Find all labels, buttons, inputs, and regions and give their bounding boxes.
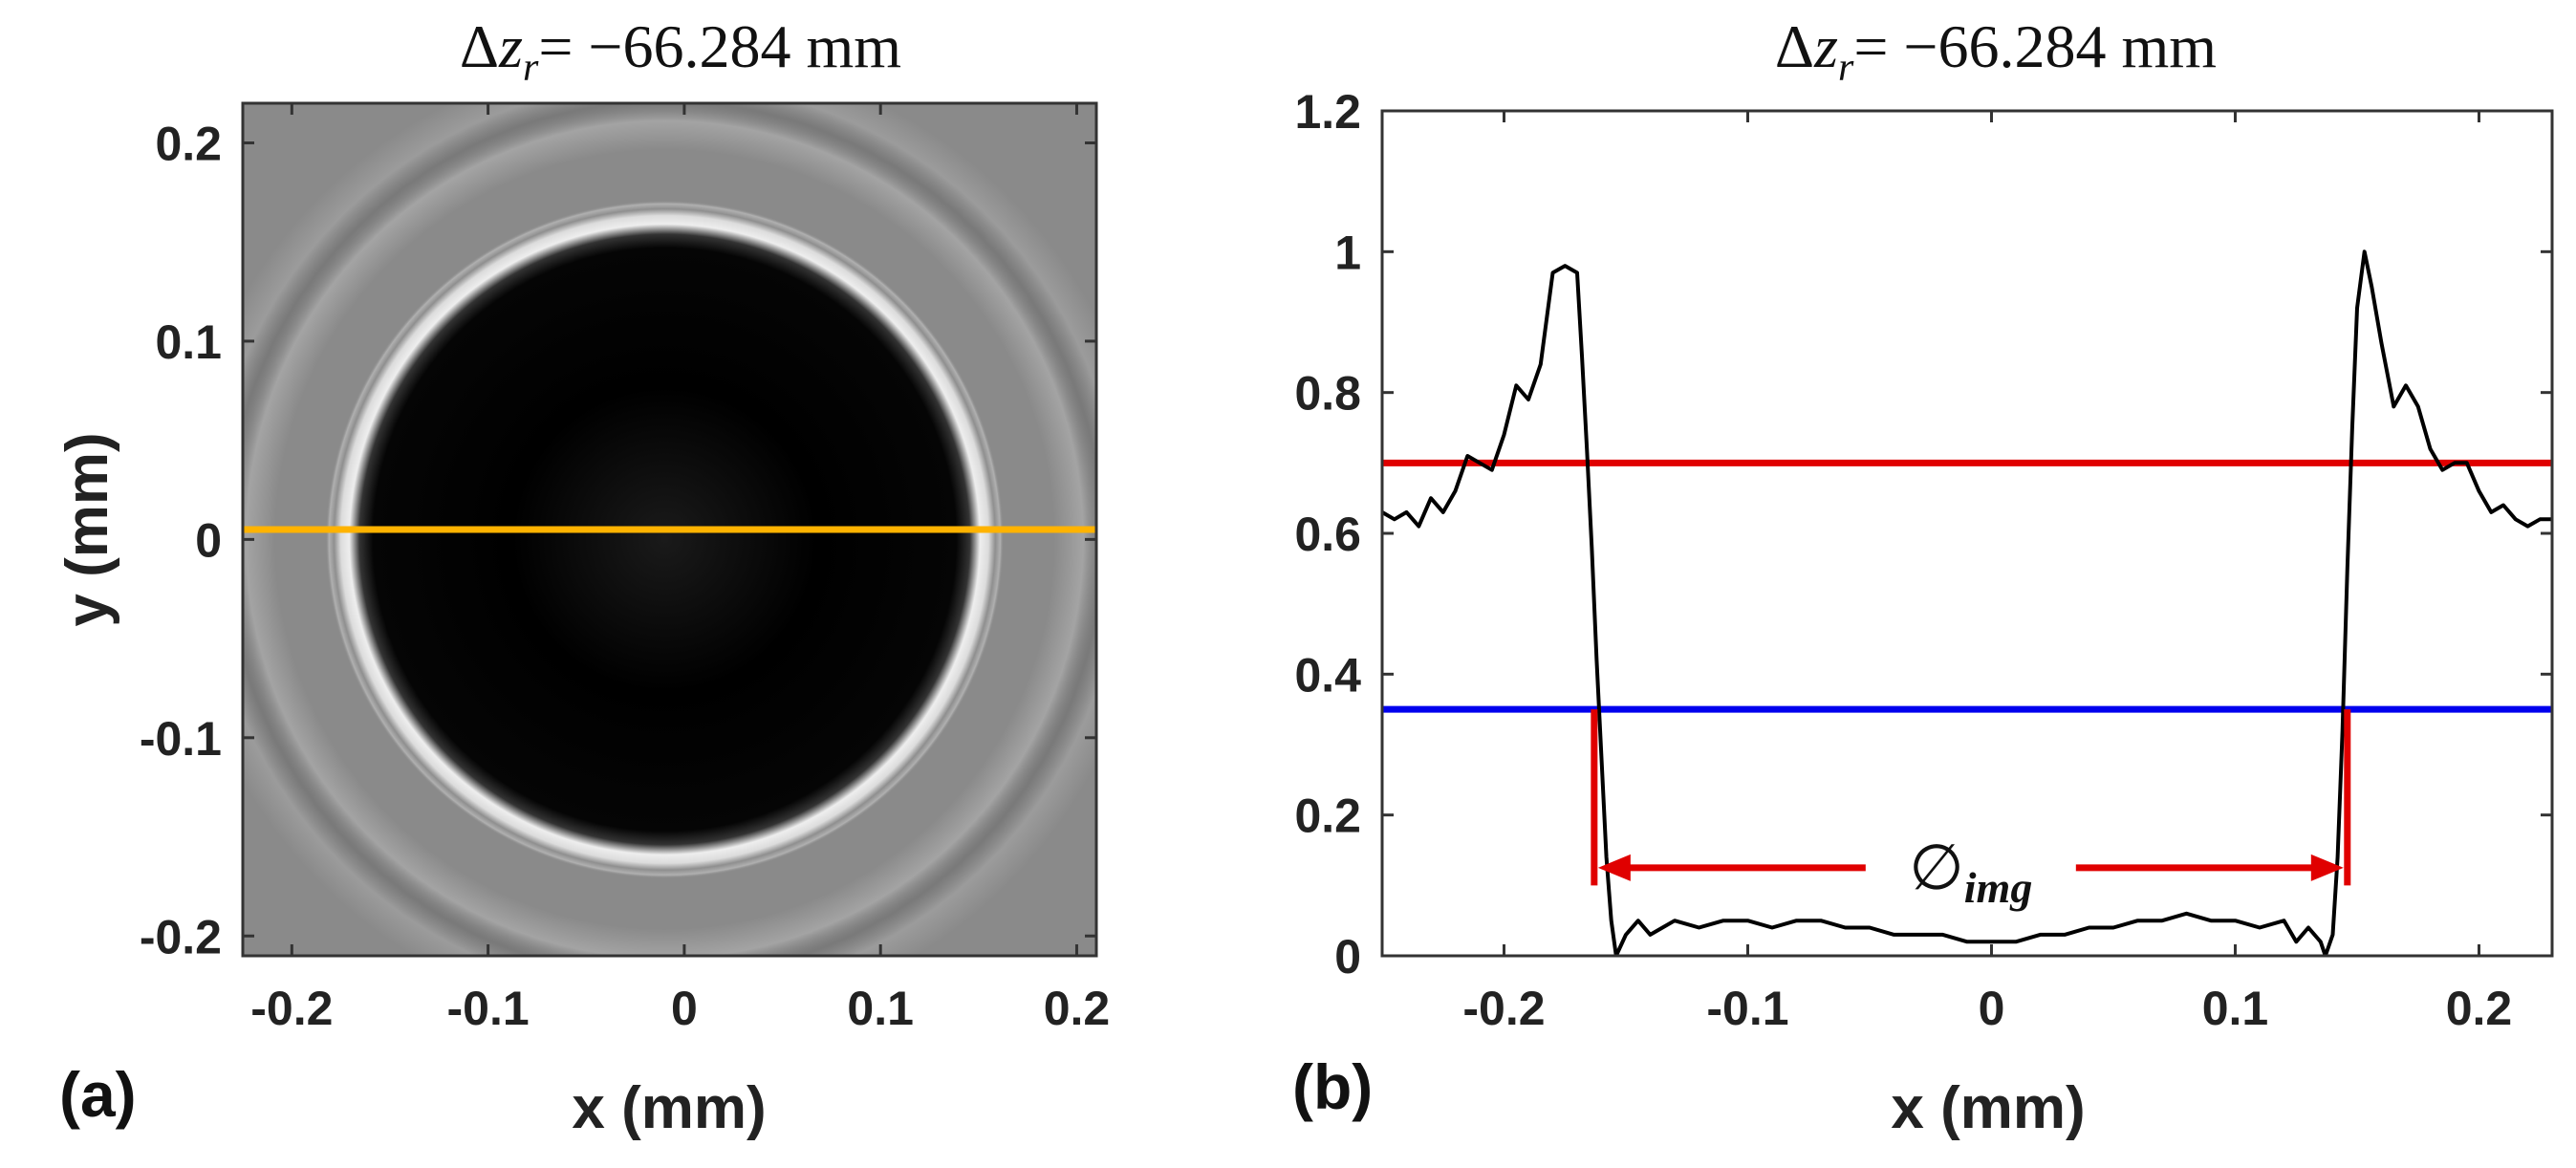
x-tick-label: -0.1 [447,982,530,1035]
x-tick-label: 0.2 [1044,982,1111,1035]
x-tick-label: -0.2 [250,982,333,1035]
y-tick-label: -0.2 [140,910,222,963]
title-delta: Δ [1775,12,1814,80]
diameter-symbol: ∅ [1909,833,1964,903]
panel-b-plot-content [1382,249,2552,956]
diameter-marker [1591,709,2351,886]
title-delta: Δ [460,12,499,80]
y-tick-label: 0.4 [1294,648,1361,702]
y-tick-label: 0.2 [155,117,222,170]
y-tick-label: 0 [195,513,222,567]
x-tick-label: -0.2 [1462,982,1545,1035]
panel-a-y-label: y (mm) [54,432,120,626]
title-value: = −66.284 mm [538,12,901,80]
x-tick-label: 0.1 [847,982,914,1035]
title-variable: z [1813,12,1838,80]
profile-series-line [1382,249,2552,956]
y-tick-label: 0.6 [1294,508,1361,561]
panel-a: Δzr= −66.284 mm -0.2 -0.1 0 0.1 0.2 0.20.10-… [54,12,1110,1141]
diameter-label: ∅img [1909,833,2032,912]
y-tick-label: 0 [1334,930,1361,984]
diameter-arrowhead-left [1597,854,1631,881]
panel-a-y-ticks: 0.2 0.1 0 -0.1 -0.2 [140,117,1096,963]
panel-b-x-ticks: -0.2 -0.1 0 0.1 0.2 [1462,111,2512,1035]
title-subscript: r [1838,46,1854,90]
x-tick-label: 0 [1979,982,2005,1035]
panel-a-x-ticks: -0.2 -0.1 0 0.1 0.2 [250,103,1110,1035]
diameter-subscript: img [1964,863,2033,912]
panel-b-label: (b) [1292,1051,1373,1122]
y-tick-label: 0.2 [1294,789,1361,843]
panel-b-x-label: x (mm) [1891,1075,2085,1141]
x-tick-label: -0.1 [1706,982,1788,1035]
y-tick-label: -0.1 [140,712,222,766]
y-tick-label: 0.1 [155,315,222,369]
panel-a-x-label: x (mm) [572,1075,766,1141]
x-tick-label: 0.1 [2202,982,2269,1035]
panel-b: Δzr= −66.284 mm ∅img -0.2 -0.1 0 0.1 0.2 0 0.… [1292,12,2554,1141]
panel-a-axes-box [241,101,1098,958]
title-value: = −66.284 mm [1853,12,2217,80]
title-subscript: r [523,46,539,90]
panel-a-label: (a) [59,1059,137,1130]
panel-a-image [243,103,1096,956]
y-tick-label: 1 [1334,226,1361,279]
panel-b-y-ticks: 0 0.2 0.4 0.6 0.8 1 1.2 [1294,85,2552,984]
title-variable: z [498,12,523,80]
y-tick-label: 0.8 [1294,367,1361,421]
y-tick-label: 1.2 [1294,85,1361,139]
diameter-arrowhead-right [2310,854,2344,881]
dark-disk [325,200,1005,879]
panel-b-title: Δzr= −66.284 mm [1775,12,2217,90]
x-tick-label: 0 [671,982,698,1035]
panel-b-plot-area [1382,111,2552,956]
x-tick-label: 0.2 [2446,982,2513,1035]
panel-a-title: Δzr= −66.284 mm [460,12,901,90]
